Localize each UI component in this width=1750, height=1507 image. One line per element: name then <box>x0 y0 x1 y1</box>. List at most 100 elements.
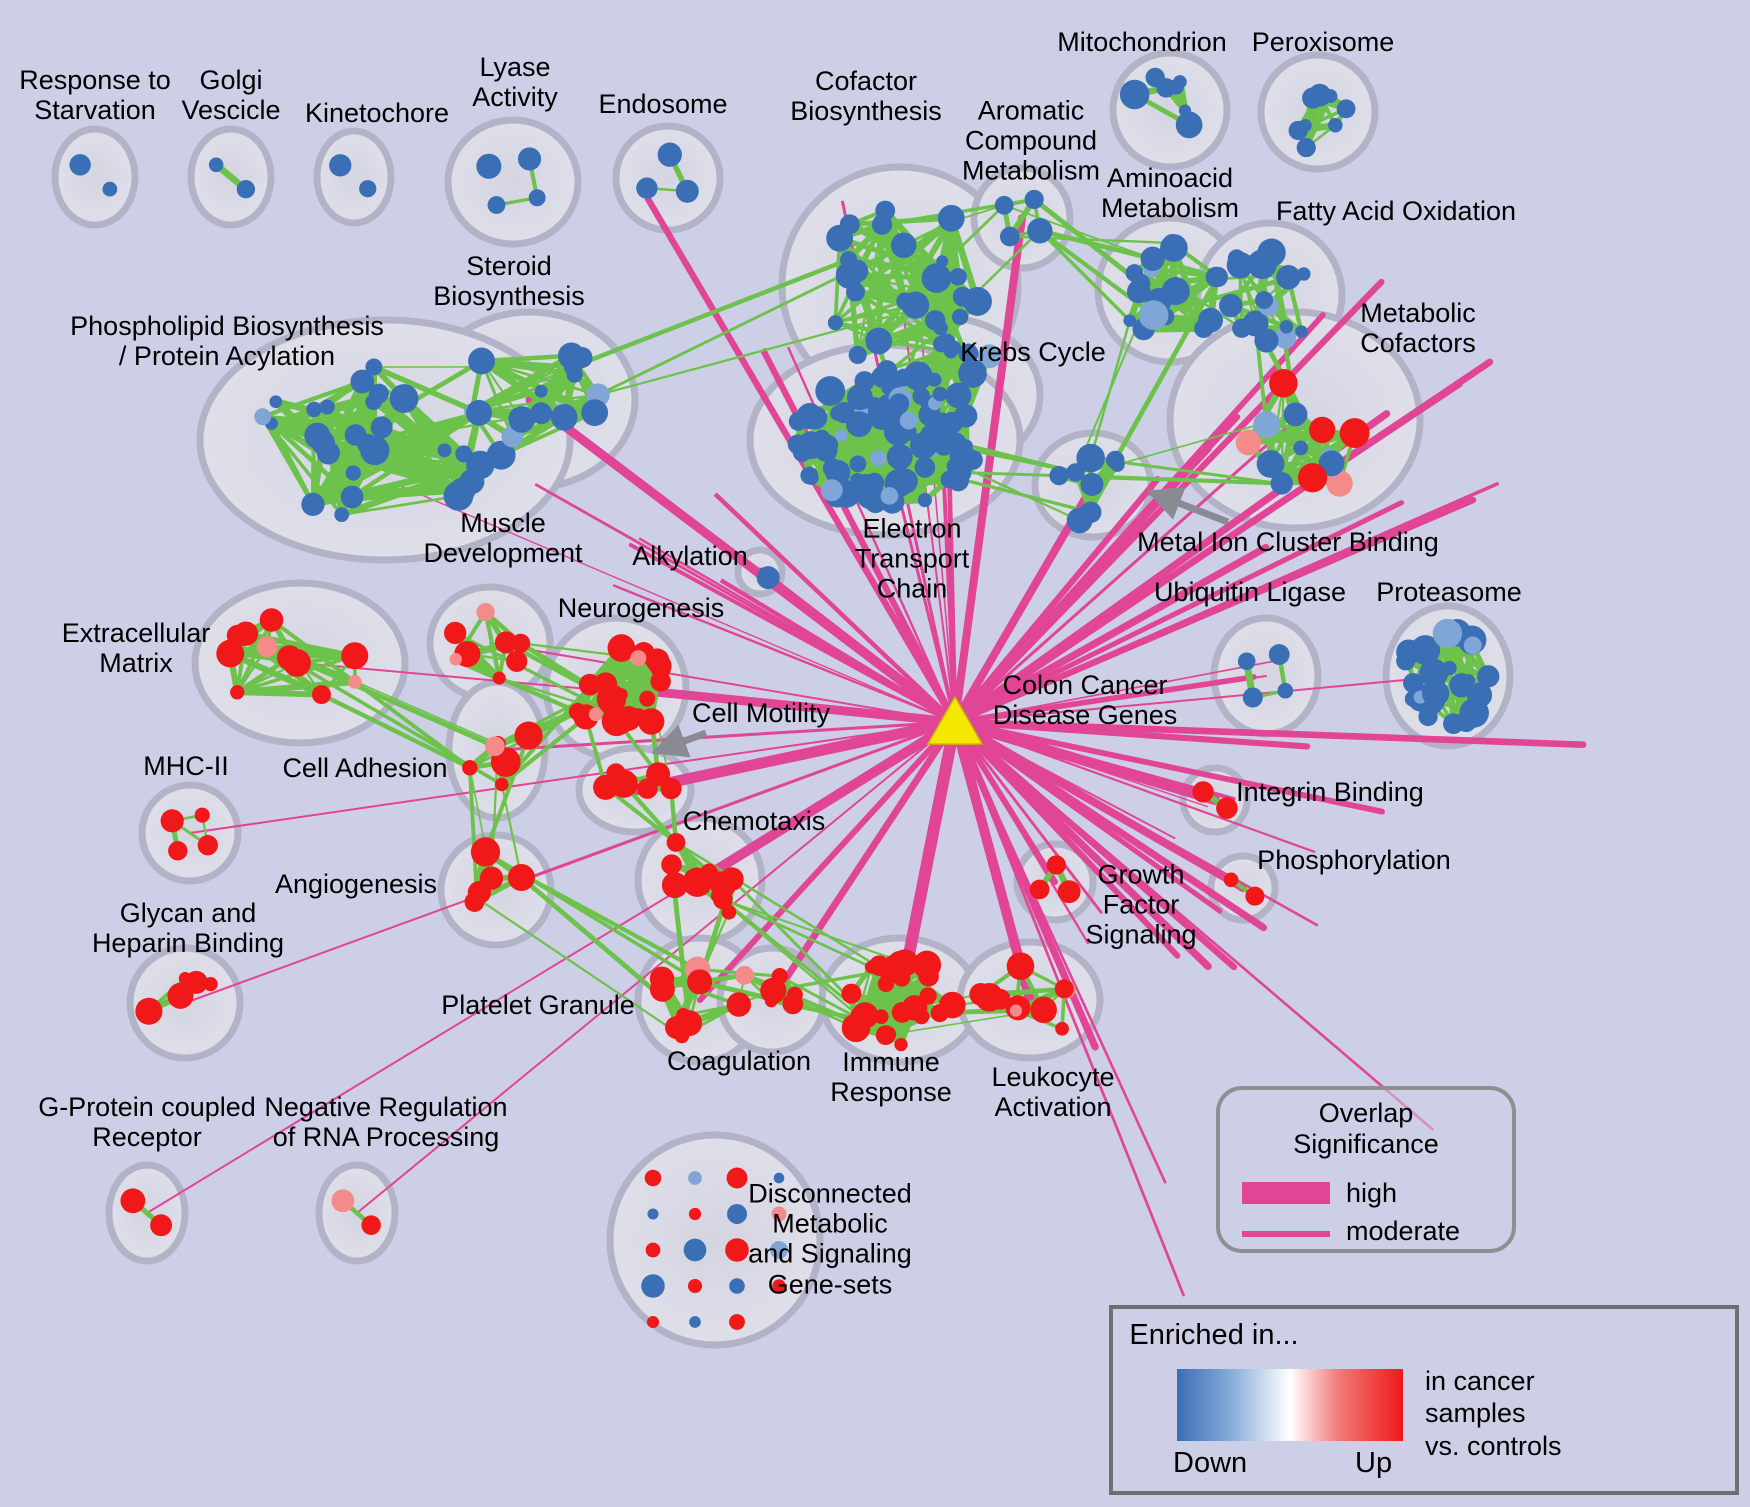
geneset-node[interactable] <box>306 401 322 418</box>
geneset-node[interactable] <box>833 401 855 424</box>
geneset-node[interactable] <box>444 621 467 645</box>
geneset-node[interactable] <box>1223 872 1239 888</box>
geneset-node[interactable] <box>600 700 614 714</box>
geneset-node[interactable] <box>729 1278 745 1294</box>
geneset-node[interactable] <box>770 1241 788 1259</box>
geneset-node[interactable] <box>946 214 960 228</box>
geneset-node[interactable] <box>588 707 603 722</box>
geneset-node[interactable] <box>476 602 495 622</box>
geneset-node[interactable] <box>471 841 496 866</box>
geneset-node[interactable] <box>912 387 930 406</box>
geneset-node[interactable] <box>825 459 851 486</box>
geneset-node[interactable] <box>437 443 452 458</box>
geneset-node[interactable] <box>1194 319 1214 338</box>
geneset-node[interactable] <box>578 673 601 696</box>
geneset-node[interactable] <box>675 179 699 203</box>
geneset-node[interactable] <box>936 255 949 268</box>
geneset-node[interactable] <box>1477 665 1500 688</box>
geneset-node[interactable] <box>1255 291 1274 310</box>
geneset-node[interactable] <box>530 402 553 425</box>
geneset-node[interactable] <box>851 1002 879 1029</box>
geneset-node[interactable] <box>1126 279 1151 304</box>
geneset-node[interactable] <box>645 1242 661 1258</box>
geneset-node[interactable] <box>301 492 325 517</box>
geneset-node[interactable] <box>919 987 937 1005</box>
geneset-node[interactable] <box>1245 886 1265 906</box>
geneset-node[interactable] <box>875 200 896 221</box>
geneset-node[interactable] <box>365 358 383 376</box>
geneset-node[interactable] <box>760 977 787 1004</box>
geneset-node[interactable] <box>1296 138 1316 158</box>
geneset-node[interactable] <box>1076 443 1105 473</box>
geneset-node[interactable] <box>593 774 619 800</box>
geneset-node[interactable] <box>449 653 462 666</box>
geneset-node[interactable] <box>389 384 419 413</box>
geneset-node[interactable] <box>994 195 1014 215</box>
geneset-node[interactable] <box>1079 501 1102 523</box>
geneset-node[interactable] <box>1295 325 1308 338</box>
geneset-node[interactable] <box>1192 781 1214 803</box>
geneset-node[interactable] <box>649 654 672 677</box>
geneset-node[interactable] <box>1269 368 1298 398</box>
geneset-node[interactable] <box>1276 265 1301 290</box>
geneset-node[interactable] <box>841 983 862 1004</box>
geneset-node[interactable] <box>977 344 1002 369</box>
geneset-node[interactable] <box>331 1189 355 1213</box>
geneset-node[interactable] <box>528 189 546 207</box>
geneset-node[interactable] <box>687 1278 703 1294</box>
geneset-node[interactable] <box>839 214 860 235</box>
geneset-node[interactable] <box>844 259 869 283</box>
geneset-node[interactable] <box>1156 78 1176 98</box>
geneset-node[interactable] <box>1418 706 1438 727</box>
geneset-node[interactable] <box>921 263 952 293</box>
geneset-node[interactable] <box>726 992 752 1017</box>
geneset-node[interactable] <box>773 1172 785 1184</box>
geneset-node[interactable] <box>1175 111 1203 139</box>
geneset-node[interactable] <box>359 180 377 198</box>
geneset-node[interactable] <box>1274 326 1297 349</box>
geneset-node[interactable] <box>886 443 913 470</box>
geneset-node[interactable] <box>917 493 932 508</box>
geneset-node[interactable] <box>1297 267 1311 281</box>
geneset-node[interactable] <box>756 566 780 590</box>
geneset-node[interactable] <box>1339 418 1370 449</box>
geneset-node[interactable] <box>788 412 808 431</box>
geneset-node[interactable] <box>230 685 245 700</box>
geneset-node[interactable] <box>1297 463 1328 493</box>
geneset-node[interactable] <box>1029 879 1050 900</box>
geneset-node[interactable] <box>899 411 918 430</box>
geneset-node[interactable] <box>932 386 948 402</box>
hub-node-colon-cancer[interactable] <box>926 695 984 745</box>
geneset-node[interactable] <box>835 429 848 442</box>
geneset-node[interactable] <box>896 292 914 310</box>
geneset-node[interactable] <box>340 485 364 509</box>
geneset-node[interactable] <box>1309 416 1336 444</box>
geneset-node[interactable] <box>494 631 518 654</box>
geneset-node[interactable] <box>1422 679 1450 707</box>
geneset-node[interactable] <box>647 1208 659 1220</box>
geneset-node[interactable] <box>888 393 910 414</box>
geneset-node[interactable] <box>1308 83 1332 107</box>
geneset-node[interactable] <box>949 267 967 286</box>
geneset-node[interactable] <box>1138 300 1169 330</box>
geneset-node[interactable] <box>361 1215 381 1235</box>
geneset-node[interactable] <box>368 383 389 404</box>
geneset-node[interactable] <box>1119 79 1150 110</box>
geneset-node[interactable] <box>772 1279 786 1293</box>
geneset-node[interactable] <box>1463 636 1482 655</box>
geneset-node[interactable] <box>729 1314 745 1330</box>
geneset-node[interactable] <box>1277 682 1294 699</box>
geneset-node[interactable] <box>467 880 491 905</box>
geneset-node[interactable] <box>820 479 843 502</box>
geneset-node[interactable] <box>468 347 496 375</box>
geneset-node[interactable] <box>891 1002 913 1023</box>
geneset-node[interactable] <box>1328 118 1343 133</box>
geneset-node[interactable] <box>69 154 91 176</box>
geneset-node[interactable] <box>1443 713 1464 735</box>
geneset-node[interactable] <box>941 411 964 434</box>
geneset-node[interactable] <box>344 424 367 446</box>
geneset-node[interactable] <box>646 1315 660 1329</box>
geneset-node[interactable] <box>646 762 671 787</box>
geneset-node[interactable] <box>868 404 895 430</box>
geneset-node[interactable] <box>517 147 542 171</box>
